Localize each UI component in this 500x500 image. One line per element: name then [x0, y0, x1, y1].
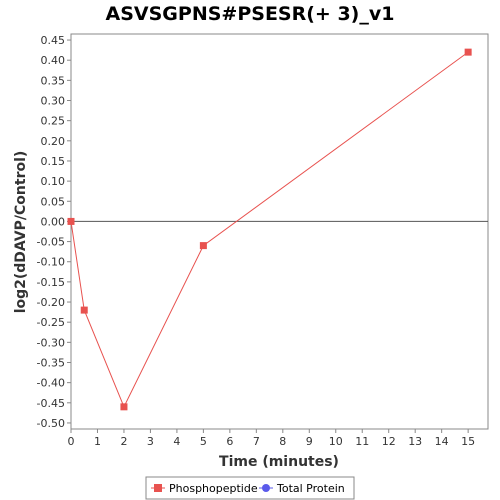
legend-label-phosphopeptide: Phosphopeptide [169, 482, 258, 495]
x-tick-label: 4 [173, 435, 180, 448]
x-tick-label: 14 [435, 435, 449, 448]
y-tick-label: 0.00 [41, 215, 66, 228]
y-tick-label: -0.50 [37, 417, 65, 430]
y-tick-label: 0.25 [41, 115, 66, 128]
x-axis-title: Time (minutes) [219, 454, 339, 470]
y-tick-label: -0.40 [37, 377, 65, 390]
x-tick-label: 9 [306, 435, 313, 448]
x-tick-label: 11 [355, 435, 369, 448]
data-point [199, 242, 207, 250]
y-tick-label: 0.35 [41, 74, 66, 87]
legend-box [145, 476, 355, 500]
y-tick-label: 0.40 [41, 54, 66, 67]
x-tick-label: 13 [408, 435, 422, 448]
y-tick-label: -0.25 [37, 316, 65, 329]
y-tick-label: 0.45 [41, 34, 66, 47]
chart-title: ASVSGPNS#PSESR(+ 3)_v1 [105, 3, 395, 25]
y-tick-label: 0.05 [41, 195, 66, 208]
y-tick-label: -0.05 [37, 236, 65, 249]
legend-marker-phosphopeptide [154, 484, 162, 492]
x-tick-label: 3 [147, 435, 154, 448]
legend-label-total-protein: Total Protein [276, 482, 345, 495]
y-tick-label: 0.30 [41, 95, 66, 108]
y-tick-label: -0.20 [37, 296, 65, 309]
x-tick-label: 12 [382, 435, 396, 448]
y-tick-label: -0.15 [37, 276, 65, 289]
y-tick-label: -0.45 [37, 397, 65, 410]
legend-marker-total-protein [262, 484, 270, 492]
x-tick-label: 8 [279, 435, 286, 448]
x-tick-label: 6 [226, 435, 233, 448]
y-tick-label: -0.30 [37, 336, 65, 349]
y-tick-label: 0.15 [41, 155, 66, 168]
data-point [67, 217, 75, 225]
x-tick-label: 10 [329, 435, 343, 448]
y-tick-label: 0.10 [41, 175, 66, 188]
x-tick-label: 2 [120, 435, 127, 448]
x-tick-label: 1 [94, 435, 101, 448]
x-tick-label: 5 [200, 435, 207, 448]
plot-area [70, 33, 489, 430]
data-point [120, 403, 128, 411]
y-axis-title: log2(dDAVP/Control) [13, 151, 29, 314]
y-tick-label: -0.35 [37, 356, 65, 369]
x-tick-label: 0 [68, 435, 75, 448]
x-tick-label: 7 [253, 435, 260, 448]
y-tick-label: 0.20 [41, 135, 66, 148]
data-point [464, 48, 472, 56]
y-tick-label: -0.10 [37, 256, 65, 269]
data-point [80, 306, 88, 314]
x-tick-label: 15 [461, 435, 475, 448]
